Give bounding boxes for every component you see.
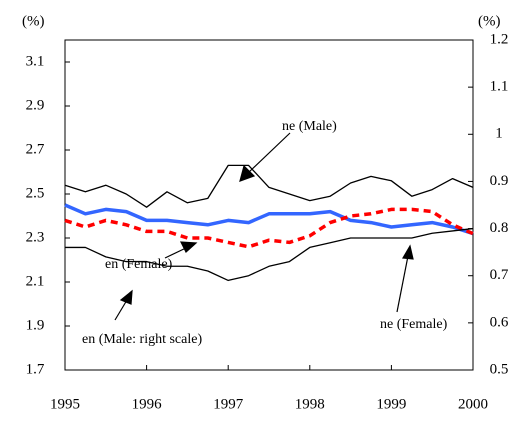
y-tick-label: 2.1 [26, 273, 45, 289]
arrow [247, 132, 291, 174]
arrowhead [239, 164, 256, 182]
y2-tick-label: 0.5 [490, 361, 509, 377]
y-tick-label: 3.1 [26, 53, 45, 69]
y2-axis-label: (%) [478, 13, 501, 29]
x-tick-label: 1997 [213, 396, 244, 412]
x-tick-label: 1996 [132, 396, 163, 412]
x-tick-label: 1995 [50, 396, 80, 412]
y-tick-label: 1.9 [26, 317, 45, 333]
series-line [64, 207, 474, 249]
annotation-arrows [114, 132, 414, 321]
series-line [64, 203, 474, 236]
y2-tick-label: 1 [495, 126, 503, 142]
y-tick-label: 2.7 [26, 141, 45, 157]
arrowhead [402, 244, 414, 260]
y-tick-label: 2.9 [26, 97, 45, 113]
annotation: en (Male: right scale) [82, 332, 202, 347]
y-tick-label: 1.7 [26, 361, 45, 377]
series-line [64, 164, 474, 208]
y-tick-label: 2.5 [26, 185, 45, 201]
arrow [114, 299, 128, 321]
y2-tick-label: 0.6 [490, 314, 509, 330]
arrowhead [179, 241, 198, 253]
annotation: ne (Female) [380, 317, 448, 332]
annotation: ne (Male) [282, 119, 337, 134]
y2-tick-label: 1.1 [490, 79, 509, 95]
series-line [65, 227, 474, 282]
arrow [396, 255, 409, 313]
y-axis-label: (%) [22, 13, 45, 29]
y2-tick-label: 1.2 [490, 31, 509, 47]
y2-tick-label: 0.9 [490, 173, 509, 189]
y2-tick-label: 0.8 [490, 220, 509, 236]
x-tick-label: 1999 [376, 396, 406, 412]
y2-tick-label: 0.7 [490, 267, 509, 283]
y-tick-label: 2.3 [26, 229, 45, 245]
arrowhead [119, 289, 133, 305]
x-tick-label: 1998 [295, 396, 325, 412]
x-tick-label: 2000 [458, 396, 488, 412]
